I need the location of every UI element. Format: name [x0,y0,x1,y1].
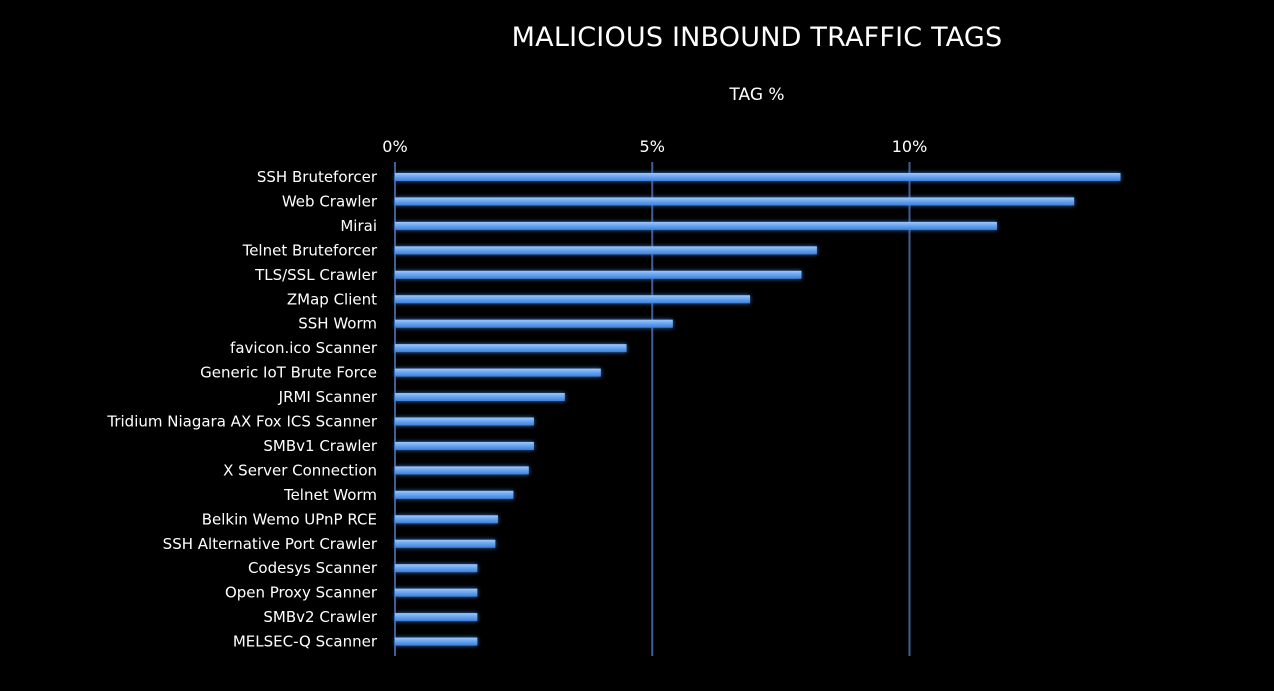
bar [395,466,529,475]
bar [395,295,751,304]
chart-title: MALICIOUS INBOUND TRAFFIC TAGS [511,22,1003,53]
gridlines [394,162,911,656]
bar [395,515,498,524]
category-label: TLS/SSL Crawler [254,266,378,284]
category-label: Telnet Bruteforcer [242,241,378,259]
bar [395,441,534,450]
category-label: JRMI Scanner [278,388,378,406]
x-axis-ticks: 0% 5% 10% [382,137,927,156]
category-label: Telnet Worm [283,486,377,504]
bar [395,564,478,573]
bar [395,539,496,548]
bar [395,588,478,597]
bar [395,393,565,402]
x-tick-label: 5% [640,137,665,156]
bar [395,613,478,622]
bar [395,417,534,426]
bar [395,490,514,499]
category-label: SMBv2 Crawler [263,608,377,626]
chart-subtitle: TAG % [729,85,785,105]
bar [395,197,1075,206]
category-label: SSH Bruteforcer [257,168,378,186]
category-label: Belkin Wemo UPnP RCE [202,510,377,528]
category-label: Generic IoT Brute Force [200,364,377,382]
category-label: Open Proxy Scanner [225,584,378,602]
category-label: SMBv1 Crawler [263,437,377,455]
bars [395,173,1121,646]
category-label: X Server Connection [223,461,377,479]
bar [395,173,1121,181]
x-tick-label: 10% [892,137,928,156]
category-label: MELSEC-Q Scanner [233,633,378,651]
category-labels: SSH Bruteforcer Web Crawler Mirai Telnet Br… [106,168,377,651]
category-label: Web Crawler [282,192,378,210]
category-label: Mirai [340,217,377,235]
bar [395,319,673,328]
bar [395,270,802,279]
category-label: Codesys Scanner [248,559,378,577]
category-label: Tridium Niagara AX Fox ICS Scanner [106,413,377,431]
bar [395,637,478,646]
x-tick-label: 0% [382,137,407,156]
bar [395,368,601,377]
bar [395,344,627,353]
category-label: SSH Alternative Port Crawler [163,535,378,553]
category-label: ZMap Client [287,290,377,308]
bar [395,246,817,255]
category-label: favicon.ico Scanner [230,339,378,357]
bar [395,221,997,230]
category-label: SSH Worm [298,315,377,333]
